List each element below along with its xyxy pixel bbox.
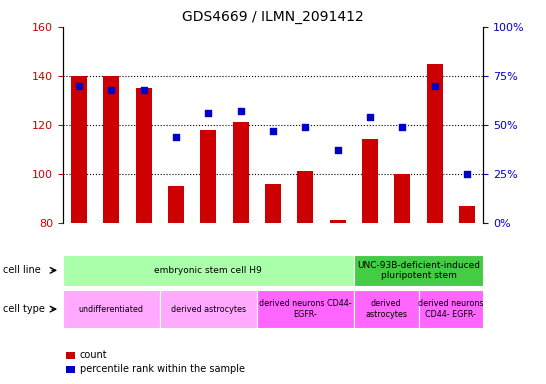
- Bar: [459, 205, 475, 223]
- Point: [398, 124, 407, 130]
- Bar: [160, 290, 257, 328]
- Bar: [63, 255, 354, 286]
- Title: GDS4669 / ILMN_2091412: GDS4669 / ILMN_2091412: [182, 10, 364, 25]
- Point: [366, 114, 375, 120]
- Point: [139, 86, 148, 93]
- Text: derived astrocytes: derived astrocytes: [171, 305, 246, 314]
- Point: [236, 108, 245, 114]
- Bar: [297, 171, 313, 223]
- Bar: [330, 220, 346, 223]
- Point: [333, 147, 342, 153]
- Text: undifferentiated: undifferentiated: [79, 305, 144, 314]
- Bar: [71, 76, 87, 223]
- Bar: [354, 290, 419, 328]
- Bar: [66, 352, 75, 359]
- Point: [204, 110, 213, 116]
- Bar: [265, 184, 281, 223]
- Point: [430, 83, 439, 89]
- Point: [107, 86, 116, 93]
- Bar: [200, 130, 216, 223]
- Point: [171, 134, 180, 140]
- Text: derived neurons
CD44- EGFR-: derived neurons CD44- EGFR-: [418, 300, 484, 319]
- Text: percentile rank within the sample: percentile rank within the sample: [80, 364, 245, 374]
- Text: UNC-93B-deficient-induced
pluripotent stem: UNC-93B-deficient-induced pluripotent st…: [357, 261, 480, 280]
- Bar: [257, 290, 354, 328]
- Point: [462, 170, 471, 177]
- Bar: [354, 255, 483, 286]
- Bar: [426, 64, 443, 223]
- Point: [269, 127, 277, 134]
- Bar: [168, 186, 184, 223]
- Point: [75, 83, 84, 89]
- Text: cell type: cell type: [3, 304, 45, 314]
- Bar: [362, 139, 378, 223]
- Text: derived neurons CD44-
EGFR-: derived neurons CD44- EGFR-: [259, 300, 352, 319]
- Bar: [233, 122, 249, 223]
- Text: count: count: [80, 350, 108, 360]
- Text: derived
astrocytes: derived astrocytes: [365, 300, 407, 319]
- Bar: [135, 88, 152, 223]
- Text: cell line: cell line: [3, 265, 40, 275]
- Bar: [63, 290, 160, 328]
- Bar: [66, 366, 75, 373]
- Point: [301, 124, 310, 130]
- Bar: [394, 174, 411, 223]
- Bar: [103, 76, 120, 223]
- Text: embryonic stem cell H9: embryonic stem cell H9: [155, 266, 262, 275]
- Bar: [419, 290, 483, 328]
